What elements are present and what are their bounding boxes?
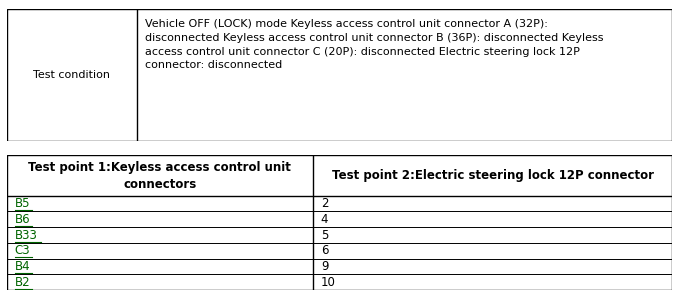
FancyBboxPatch shape [7,155,672,290]
Text: B2: B2 [15,276,31,289]
Text: C3: C3 [15,244,31,257]
Text: Test point 1:Keyless access control unit
connectors: Test point 1:Keyless access control unit… [29,161,291,190]
Text: Test point 2:Electric steering lock 12P connector: Test point 2:Electric steering lock 12P … [331,169,654,182]
Text: Test condition: Test condition [33,70,110,80]
Text: B4: B4 [15,260,31,273]
Text: Vehicle OFF (LOCK) mode Keyless access control unit connector A (32P):
disconnec: Vehicle OFF (LOCK) mode Keyless access c… [145,19,603,70]
Text: B6: B6 [15,213,31,226]
Text: 6: 6 [321,244,329,257]
FancyBboxPatch shape [7,9,672,141]
Text: 5: 5 [321,229,328,241]
Text: 4: 4 [321,213,329,226]
Text: 9: 9 [321,260,329,273]
Text: 2: 2 [321,197,329,210]
Text: 10: 10 [321,276,335,289]
Text: B33: B33 [15,229,37,241]
Text: B5: B5 [15,197,31,210]
